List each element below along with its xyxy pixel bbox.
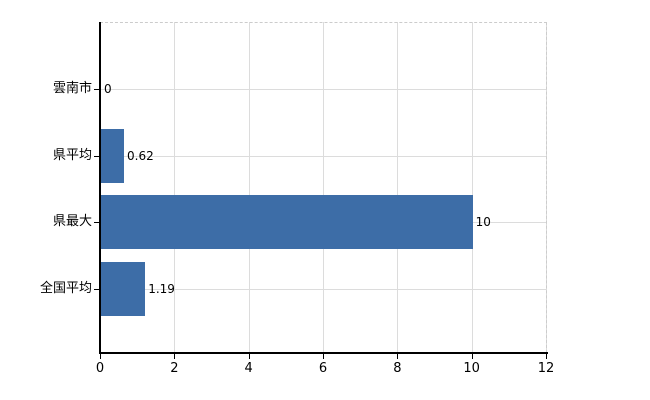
- x-axis-tick: [471, 354, 473, 359]
- x-axis-tick-label: 2: [170, 361, 179, 376]
- bar-value-label: 0.62: [127, 148, 154, 163]
- y-axis-category-label: 県最大: [52, 214, 92, 229]
- x-axis-tick: [248, 354, 250, 359]
- x-gridline: [471, 22, 473, 353]
- y-gridline: [101, 89, 546, 90]
- x-axis-tick: [323, 354, 324, 359]
- y-axis-tick: [94, 288, 100, 290]
- y-axis-tick: [94, 89, 100, 90]
- x-gridline: [174, 22, 176, 353]
- x-axis-tick-label: 0: [95, 361, 105, 376]
- x-gridline: [248, 22, 250, 353]
- y-gridline: [101, 288, 546, 290]
- plot-border-right: [546, 22, 547, 353]
- y-axis-line: [99, 22, 101, 354]
- y-axis-category-label: 雲南市: [52, 81, 92, 96]
- y-axis-tick: [94, 222, 100, 223]
- bar-value-label: 0: [104, 82, 112, 96]
- y-axis-tick: [94, 155, 100, 157]
- plot-border-top: [100, 22, 547, 23]
- x-axis-tick-label: 8: [393, 361, 402, 376]
- x-gridline: [323, 22, 324, 353]
- x-axis-tick: [397, 354, 399, 359]
- bar-value-label: 10: [475, 215, 491, 229]
- x-axis-tick-label: 12: [537, 361, 555, 376]
- x-axis-tick: [174, 354, 176, 359]
- x-axis-tick: [100, 354, 101, 359]
- x-axis-tick-label: 4: [244, 361, 253, 376]
- bar-県最大: [101, 195, 473, 249]
- y-axis-category-label: 県平均: [52, 147, 92, 163]
- bar-県平均: [101, 128, 125, 183]
- x-axis-line: [99, 352, 548, 354]
- y-gridline: [101, 155, 546, 157]
- bar-value-label: 1.19: [148, 281, 175, 296]
- x-axis-tick-label: 10: [463, 361, 480, 376]
- bar-全国平均: [101, 261, 146, 316]
- x-gridline: [397, 22, 399, 353]
- y-axis-category-label: 全国平均: [39, 280, 92, 296]
- x-axis-tick-label: 6: [318, 361, 328, 376]
- x-axis-tick: [546, 354, 547, 359]
